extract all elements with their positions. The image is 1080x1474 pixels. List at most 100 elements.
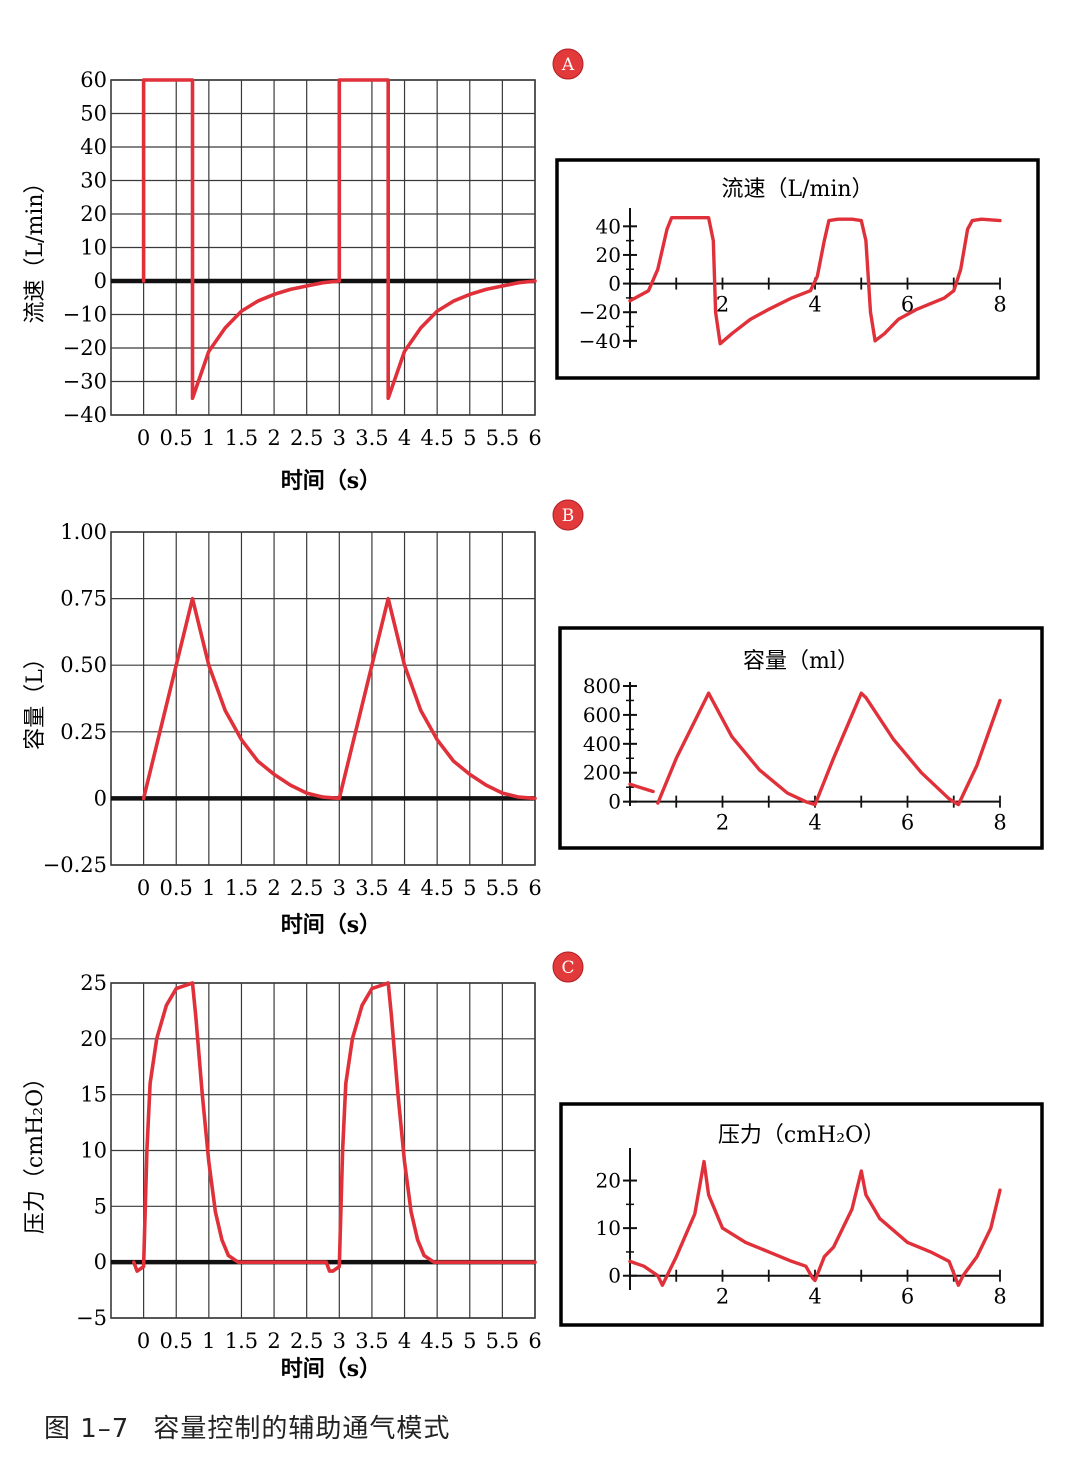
inset-x-tick-label: 4 [808,293,821,317]
x-tick-label: 5.5 [486,1329,519,1353]
y-tick-label: 50 [80,102,107,126]
panel-badge-A: A [552,48,584,80]
y-tick-label: 15 [80,1083,107,1107]
x-tick-label: 2.5 [290,876,323,900]
x-tick-label: 5 [463,426,476,450]
x-tick-label: 2 [267,426,280,450]
panel-badge-C: C [552,951,584,983]
y-tick-label: −20 [63,336,107,360]
y-tick-label: 1.00 [60,520,107,544]
x-tick-label: 2.5 [290,1329,323,1353]
x-tick-label: 4 [398,1329,411,1353]
x-tick-label: 5.5 [486,876,519,900]
x-tick-label: 5 [463,1329,476,1353]
badge-circle [552,951,584,983]
series-line-pressure [132,981,537,1273]
y-tick-label: 20 [80,202,107,226]
x-tick-label: 1 [202,1329,215,1353]
caption-title: 容量控制的辅助通气模式 [153,1414,451,1444]
inset-y-tick-label: 0 [608,790,621,814]
inset-x-tick-label: 8 [993,1285,1006,1309]
y-axis-label: 容量（L） [23,647,48,750]
inset-x-tick-label: 8 [993,293,1006,317]
series-line-pressure [628,1159,1002,1287]
caption-number: 图 1–7 [44,1414,130,1444]
x-tick-label: 3.5 [355,876,388,900]
x-tick-label: 4 [398,426,411,450]
x-tick-label: 4.5 [420,426,453,450]
inset-x-tick-label: 6 [901,293,914,317]
x-tick-label: 1.5 [225,1329,258,1353]
x-tick-label: 6 [528,876,541,900]
inset-frame [559,1102,1044,1327]
badge-letter: C [561,958,574,978]
series-line-flow [141,78,537,401]
x-tick-label: 1.5 [225,876,258,900]
x-tick-label: 2 [267,876,280,900]
inset-y-tick-label: 20 [596,1169,621,1193]
inset-y-tick-label: 20 [596,243,621,267]
inset-x-tick-label: 8 [993,811,1006,835]
x-tick-label: 4.5 [420,1329,453,1353]
y-tick-label: −5 [76,1306,107,1330]
x-tick-label: 6 [528,426,541,450]
y-axis-label: 流速（L/min） [23,171,48,323]
series-line-flow [628,215,1002,346]
inset-x-tick-label: 4 [808,1285,821,1309]
chart-B-main: 0 0.5 1 1.5 2 2.5 3 3.5 4 4.5 5 5.5 6 −0.25 0 0.25 0.50 0… [23,499,584,938]
y-tick-label: 0 [94,269,107,293]
x-tick-label: 1 [202,426,215,450]
badge-circle [552,499,584,531]
x-tick-label: 4 [398,876,411,900]
inset-y-tick-label: −40 [579,329,621,353]
inset-frame [555,158,1040,380]
inset-y-tick-label: 200 [583,761,621,785]
y-tick-label: 20 [80,1027,107,1051]
y-tick-label: 10 [80,1139,107,1163]
y-tick-label: 5 [94,1194,107,1218]
y-tick-label: 40 [80,135,107,159]
inset-y-tick-label: 600 [583,703,621,727]
y-tick-label: −30 [63,370,107,394]
panel-badge-B: B [552,499,584,531]
x-tick-label: 0 [137,1329,150,1353]
figure-caption: 图 1–7 容量控制的辅助通气模式 [44,1408,450,1445]
y-tick-label: 10 [80,236,107,260]
y-tick-label: 30 [80,169,107,193]
y-tick-label: −40 [63,403,107,427]
inset-x-tick-label: 6 [901,1285,914,1309]
inset-y-tick-label: −20 [579,300,621,324]
x-tick-label: 3 [333,876,346,900]
x-tick-label: 0.5 [160,876,193,900]
y-tick-label: 0.25 [60,720,107,744]
inset-y-tick-label: 800 [583,674,621,698]
y-tick-label: 60 [80,68,107,92]
x-tick-label: 6 [528,1329,541,1353]
chart-B-inset: 容量（ml） 0 200 400 600 800 2 4 6 8 [558,626,1044,850]
chart-A-main: 0 0.5 1 1.5 2 2.5 3 3.5 4 4.5 5 5.5 6 −40 −30 −20 −10 0 10… [23,48,584,494]
badge-letter: B [562,506,575,526]
x-tick-label: 0 [137,876,150,900]
x-tick-label: 4.5 [420,876,453,900]
x-tick-label: 2 [267,1329,280,1353]
inset-x-tick-label: 6 [901,811,914,835]
x-axis-label: 时间（s） [281,1356,381,1382]
badge-circle [552,48,584,80]
series-line-volume [656,691,1002,807]
series-line-volume-start [628,782,655,794]
inset-y-tick-label: 10 [596,1216,621,1240]
badge-letter: A [561,55,575,75]
y-tick-label: 0.50 [60,653,107,677]
y-tick-label: 0 [94,786,107,810]
x-tick-label: 0.5 [160,1329,193,1353]
x-tick-label: 3.5 [355,1329,388,1353]
chart-A-inset: 流速（L/min） −40 −20 0 20 40 2 4 6 8 [555,158,1040,380]
inset-x-tick-label: 2 [716,1285,729,1309]
x-tick-label: 1 [202,876,215,900]
x-axis-label: 时间（s） [281,912,381,938]
x-tick-label: 1.5 [225,426,258,450]
inset-y-tick-label: 0 [608,272,621,296]
inset-y-tick-label: 0 [608,1264,621,1288]
inset-title: 容量（ml） [743,649,859,674]
